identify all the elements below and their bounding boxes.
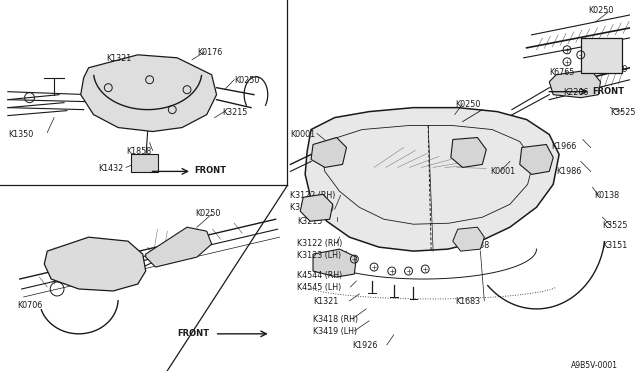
Polygon shape [549, 70, 600, 98]
Text: K4544 (RH): K4544 (RH) [298, 271, 342, 280]
Text: K2206: K2206 [563, 88, 588, 97]
Text: K0250: K0250 [589, 6, 614, 15]
Text: K3122 (RH): K3122 (RH) [298, 239, 342, 248]
Text: K1683: K1683 [455, 297, 480, 306]
Text: K0706: K0706 [18, 301, 43, 310]
Text: K0250: K0250 [455, 100, 480, 109]
Polygon shape [300, 194, 333, 221]
Text: K0001: K0001 [291, 129, 316, 138]
Text: A9B5V-0001: A9B5V-0001 [571, 361, 618, 370]
FancyBboxPatch shape [580, 38, 622, 73]
Text: K1321: K1321 [106, 54, 132, 63]
Text: FRONT: FRONT [178, 329, 210, 338]
Text: K0999: K0999 [602, 65, 628, 74]
Polygon shape [146, 227, 212, 267]
Text: K0001: K0001 [490, 167, 515, 176]
Text: K4545 (LH): K4545 (LH) [298, 283, 342, 292]
Text: K3151: K3151 [602, 241, 628, 250]
Text: K1432: K1432 [99, 164, 124, 173]
Polygon shape [520, 144, 553, 174]
Text: K3418 (RH): K3418 (RH) [313, 315, 358, 324]
Text: K3525: K3525 [611, 108, 636, 117]
Bar [131, 154, 159, 172]
Polygon shape [453, 227, 484, 251]
Text: K1966: K1966 [551, 141, 577, 151]
Polygon shape [44, 237, 146, 291]
Text: K1986: K1986 [556, 167, 581, 176]
Text: K1926: K1926 [353, 341, 378, 350]
Text: K3525: K3525 [602, 221, 628, 230]
Text: K3215: K3215 [223, 108, 248, 117]
Text: K6765: K6765 [549, 68, 575, 77]
Text: FRONT: FRONT [593, 87, 625, 96]
Text: K3123 (LH): K3123 (LH) [298, 251, 341, 260]
Text: K3215: K3215 [298, 217, 323, 226]
Polygon shape [311, 138, 346, 167]
Text: FRONT: FRONT [194, 166, 226, 176]
Text: K3123 (LH): K3123 (LH) [291, 203, 335, 212]
Text: K3419 (LH): K3419 (LH) [313, 327, 357, 336]
Text: K3738: K3738 [465, 241, 490, 250]
Text: K1858: K1858 [126, 147, 151, 157]
Text: K3122 (RH): K3122 (RH) [291, 191, 336, 201]
Text: K0250: K0250 [195, 209, 220, 218]
Polygon shape [81, 55, 216, 132]
Polygon shape [451, 138, 486, 167]
Text: K1321: K1321 [313, 297, 339, 306]
Polygon shape [305, 108, 559, 251]
Text: K0250: K0250 [234, 76, 260, 85]
Text: K0176: K0176 [197, 48, 222, 57]
Polygon shape [313, 249, 356, 277]
Text: K0138: K0138 [595, 191, 620, 201]
Text: K1350: K1350 [8, 129, 33, 138]
